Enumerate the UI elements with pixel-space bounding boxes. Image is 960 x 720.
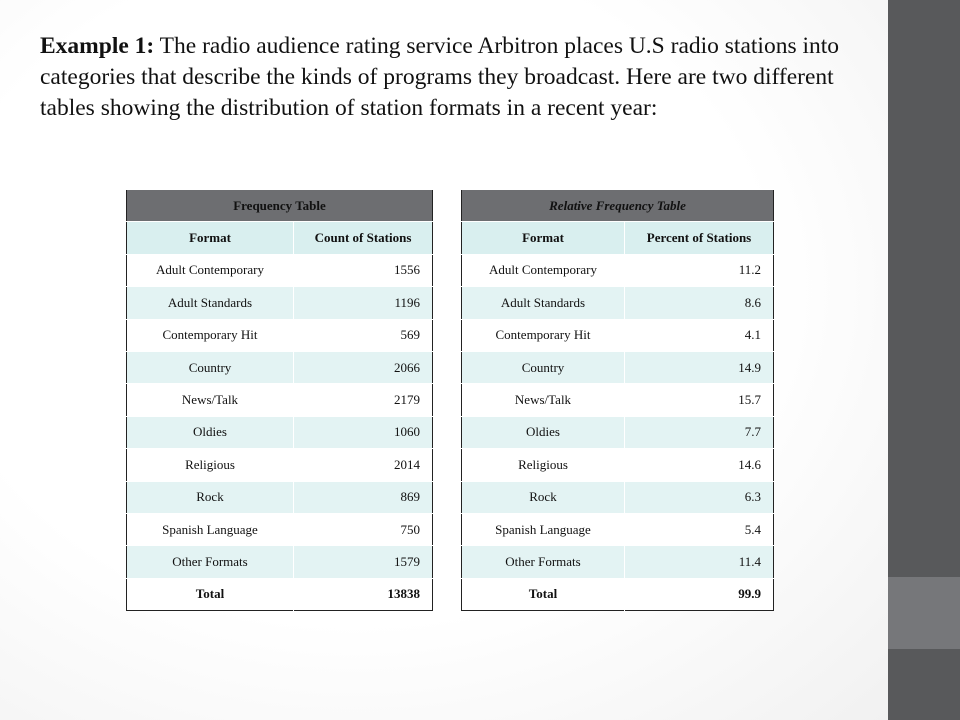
column-header-percent: Percent of Stations (624, 221, 774, 255)
format-cell: Religious (126, 448, 294, 482)
table-row: Contemporary Hit 4.1 (461, 318, 774, 352)
value-cell: 6.3 (624, 480, 774, 514)
format-cell: Adult Contemporary (461, 253, 625, 287)
format-cell: Contemporary Hit (461, 318, 625, 352)
table-row: Contemporary Hit 569 (126, 318, 433, 352)
table-row: Spanish Language 5.4 (461, 512, 774, 546)
table-row: Adult Standards 8.6 (461, 286, 774, 320)
table-row: Religious 14.6 (461, 448, 774, 482)
table-row: Country 14.9 (461, 350, 774, 384)
value-cell: 14.9 (624, 350, 774, 384)
table-row: Country 2066 (126, 350, 433, 384)
value-cell: 1060 (293, 415, 433, 449)
value-cell: 7.7 (624, 415, 774, 449)
value-cell: 5.4 (624, 512, 774, 546)
total-label: Total (126, 577, 294, 611)
total-row: Total 13838 (126, 577, 433, 611)
frequency-table: Frequency Table Format Count of Stations… (126, 188, 433, 612)
value-cell: 2066 (293, 350, 433, 384)
relative-frequency-table: Relative Frequency Table Format Percent … (461, 188, 774, 612)
table-row: News/Talk 2179 (126, 383, 433, 417)
total-label: Total (461, 577, 625, 611)
table-row: Other Formats 11.4 (461, 545, 774, 579)
column-header-format: Format (126, 221, 294, 255)
value-cell: 11.2 (624, 253, 774, 287)
total-value: 13838 (293, 577, 433, 611)
format-cell: Oldies (461, 415, 625, 449)
table-title: Relative Frequency Table (461, 188, 774, 222)
value-cell: 750 (293, 512, 433, 546)
format-cell: Contemporary Hit (126, 318, 294, 352)
value-cell: 4.1 (624, 318, 774, 352)
format-cell: Other Formats (461, 545, 625, 579)
table-row: Spanish Language 750 (126, 512, 433, 546)
format-cell: Adult Contemporary (126, 253, 294, 287)
table-row: Adult Contemporary 1556 (126, 253, 433, 287)
table-row: News/Talk 15.7 (461, 383, 774, 417)
value-cell: 1196 (293, 286, 433, 320)
value-cell: 569 (293, 318, 433, 352)
table-row: Rock 869 (126, 480, 433, 514)
value-cell: 11.4 (624, 545, 774, 579)
value-cell: 1579 (293, 545, 433, 579)
format-cell: News/Talk (461, 383, 625, 417)
column-header-count: Count of Stations (293, 221, 433, 255)
table-body: Adult Contemporary 11.2 Adult Standards 8.6… (461, 253, 774, 611)
total-row: Total 99.9 (461, 577, 774, 611)
format-cell: Country (461, 350, 625, 384)
value-cell: 1556 (293, 253, 433, 287)
column-header-format: Format (461, 221, 625, 255)
format-cell: Spanish Language (126, 512, 294, 546)
value-cell: 2014 (293, 448, 433, 482)
sidebar-accent-block (888, 577, 960, 649)
format-cell: Adult Standards (126, 286, 294, 320)
format-cell: Rock (461, 480, 625, 514)
table-row: Adult Contemporary 11.2 (461, 253, 774, 287)
format-cell: Adult Standards (461, 286, 625, 320)
format-cell: Oldies (126, 415, 294, 449)
format-cell: Religious (461, 448, 625, 482)
value-cell: 8.6 (624, 286, 774, 320)
format-cell: News/Talk (126, 383, 294, 417)
heading-text: The radio audience rating service Arbitr… (40, 33, 840, 121)
value-cell: 15.7 (624, 383, 774, 417)
table-row: Adult Standards 1196 (126, 286, 433, 320)
total-value: 99.9 (624, 577, 774, 611)
table-row: Oldies 1060 (126, 415, 433, 449)
format-cell: Rock (126, 480, 294, 514)
table-title: Frequency Table (126, 188, 433, 222)
value-cell: 869 (293, 480, 433, 514)
slide-heading: Example 1: The radio audience rating ser… (40, 31, 870, 124)
heading-lead: Example 1: (40, 33, 155, 59)
value-cell: 2179 (293, 383, 433, 417)
table-row: Oldies 7.7 (461, 415, 774, 449)
value-cell: 14.6 (624, 448, 774, 482)
table-row: Religious 2014 (126, 448, 433, 482)
format-cell: Country (126, 350, 294, 384)
format-cell: Other Formats (126, 545, 294, 579)
table-row: Rock 6.3 (461, 480, 774, 514)
table-body: Adult Contemporary 1556 Adult Standards 119… (126, 253, 433, 611)
table-row: Other Formats 1579 (126, 545, 433, 579)
format-cell: Spanish Language (461, 512, 625, 546)
